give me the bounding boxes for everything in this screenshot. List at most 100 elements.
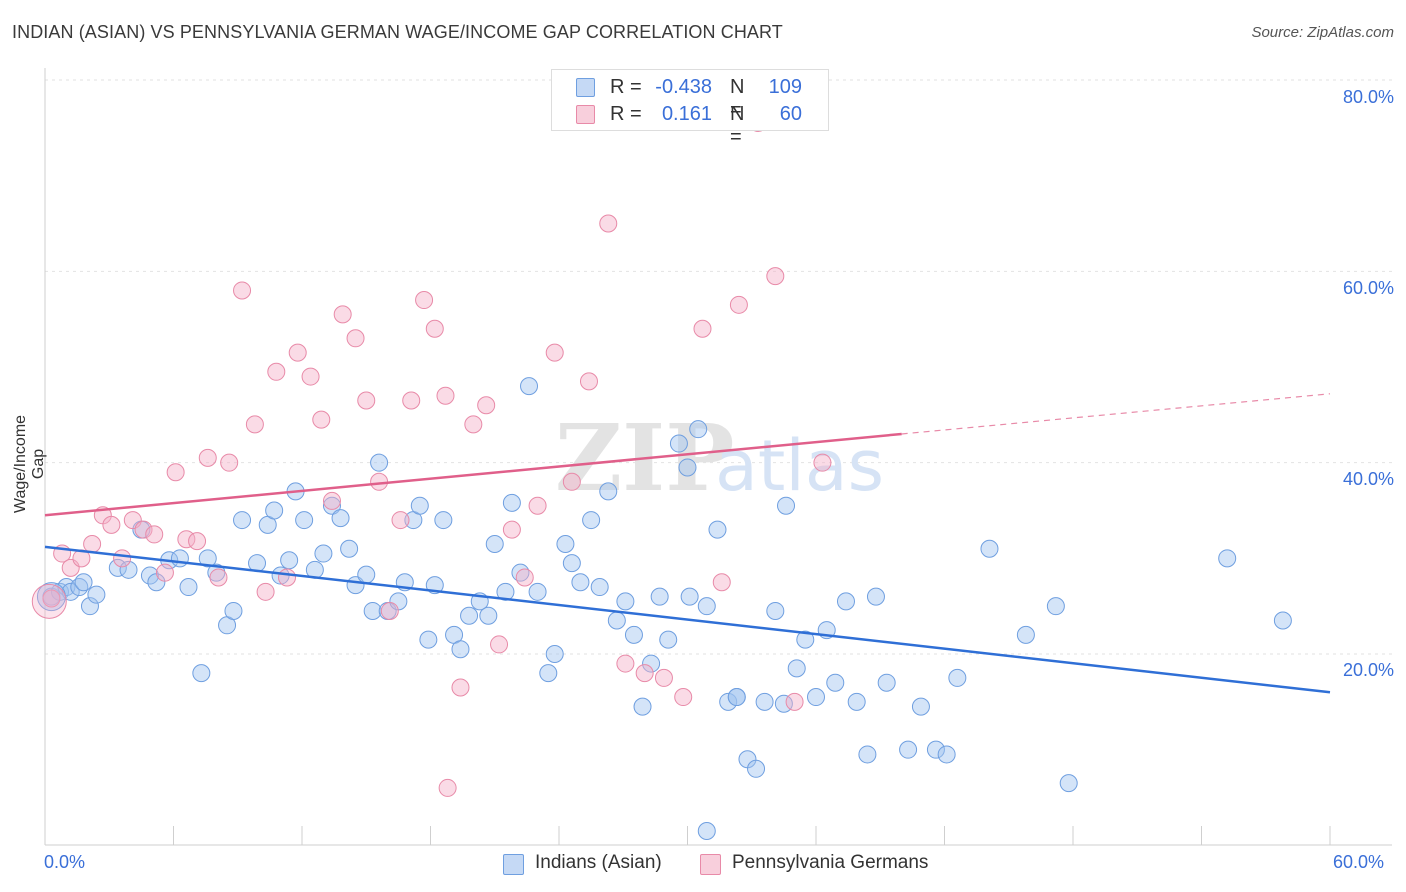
legend-n-value: 60 <box>779 103 802 125</box>
data-point <box>233 281 252 300</box>
data-point <box>80 597 99 616</box>
x-tick-label: 0.0% <box>44 852 86 872</box>
data-point <box>380 601 399 620</box>
data-point <box>479 606 498 625</box>
data-point <box>357 565 376 584</box>
series-pennsylvania-germans <box>31 114 832 797</box>
data-point <box>579 372 598 391</box>
data-point <box>278 568 297 587</box>
data-point <box>674 688 693 707</box>
data-point <box>267 362 286 381</box>
data-point <box>562 472 581 491</box>
data-point <box>539 664 558 683</box>
data-point <box>340 539 359 558</box>
data-point <box>847 692 866 711</box>
data-point <box>451 640 470 659</box>
data-point <box>796 630 815 649</box>
data-point <box>198 549 217 568</box>
data-point <box>370 453 389 472</box>
data-point <box>755 692 774 711</box>
data-point <box>766 267 785 286</box>
y-tick-label: 80.0% <box>1342 87 1394 107</box>
y-tick-label: 60.0% <box>1342 278 1394 298</box>
data-point <box>556 534 575 553</box>
trend-line-indians <box>44 545 1331 694</box>
data-point <box>198 448 217 467</box>
data-point <box>363 601 382 620</box>
data-point <box>42 589 61 608</box>
data-point <box>490 635 509 654</box>
data-point <box>87 585 106 604</box>
data-point <box>391 511 410 530</box>
trend-lines <box>44 393 1331 694</box>
data-point <box>693 319 712 338</box>
data-point <box>170 549 189 568</box>
data-point <box>209 568 228 587</box>
data-point <box>451 678 470 697</box>
data-point <box>415 291 434 310</box>
data-point <box>119 560 138 579</box>
data-point <box>785 692 804 711</box>
data-point-cluster <box>31 583 67 619</box>
data-point <box>140 566 159 585</box>
data-point <box>616 592 635 611</box>
data-point <box>333 305 352 324</box>
data-point <box>322 491 341 510</box>
data-point <box>520 377 539 396</box>
data-point <box>502 493 521 512</box>
data-point <box>899 740 918 759</box>
data-point <box>464 415 483 434</box>
data-point <box>314 544 333 563</box>
data-point <box>571 573 590 592</box>
data-point <box>346 329 365 348</box>
data-point <box>747 759 766 778</box>
bottom-legend-swatch <box>700 854 721 875</box>
data-point <box>777 496 796 515</box>
bottom-legend-swatch <box>503 854 524 875</box>
data-point <box>708 520 727 539</box>
data-point <box>669 434 688 453</box>
legend-r-value: 0.161 <box>661 103 712 125</box>
data-point <box>134 520 153 539</box>
data-point <box>650 587 669 606</box>
data-point <box>582 511 601 530</box>
data-point <box>642 654 661 673</box>
data-point <box>826 673 845 692</box>
data-point <box>436 386 455 405</box>
x-tick-label: 60.0% <box>1333 852 1385 872</box>
data-point <box>233 511 252 530</box>
data-point <box>331 509 350 528</box>
data-point <box>659 630 678 649</box>
legend-r-label: R = <box>610 103 642 125</box>
data-point <box>113 549 132 568</box>
data-point <box>599 214 618 233</box>
data-point <box>948 668 967 687</box>
data-point <box>402 391 421 410</box>
bottom-legend-label: Indians (Asian) <box>535 852 662 873</box>
data-point <box>502 520 521 539</box>
data-point <box>515 568 534 587</box>
data-point <box>599 482 618 501</box>
data-point <box>220 453 239 472</box>
data-point <box>477 396 496 415</box>
legend-r-value: -0.438 <box>655 76 712 98</box>
data-point <box>245 415 264 434</box>
data-point <box>729 295 748 314</box>
data-point <box>410 496 429 515</box>
legend-swatch-blue <box>576 78 595 97</box>
data-point <box>689 420 708 439</box>
data-point <box>460 606 479 625</box>
data-point <box>357 391 376 410</box>
data-point <box>528 496 547 515</box>
data-point <box>633 697 652 716</box>
data-point <box>858 745 877 764</box>
data-point <box>836 592 855 611</box>
legend-swatch-pink <box>576 105 595 124</box>
data-point <box>727 688 746 707</box>
y-tick-label: 40.0% <box>1342 469 1394 489</box>
data-point <box>813 453 832 472</box>
legend-r-label: R = <box>610 76 642 98</box>
data-point <box>322 496 341 515</box>
data-point <box>926 740 945 759</box>
